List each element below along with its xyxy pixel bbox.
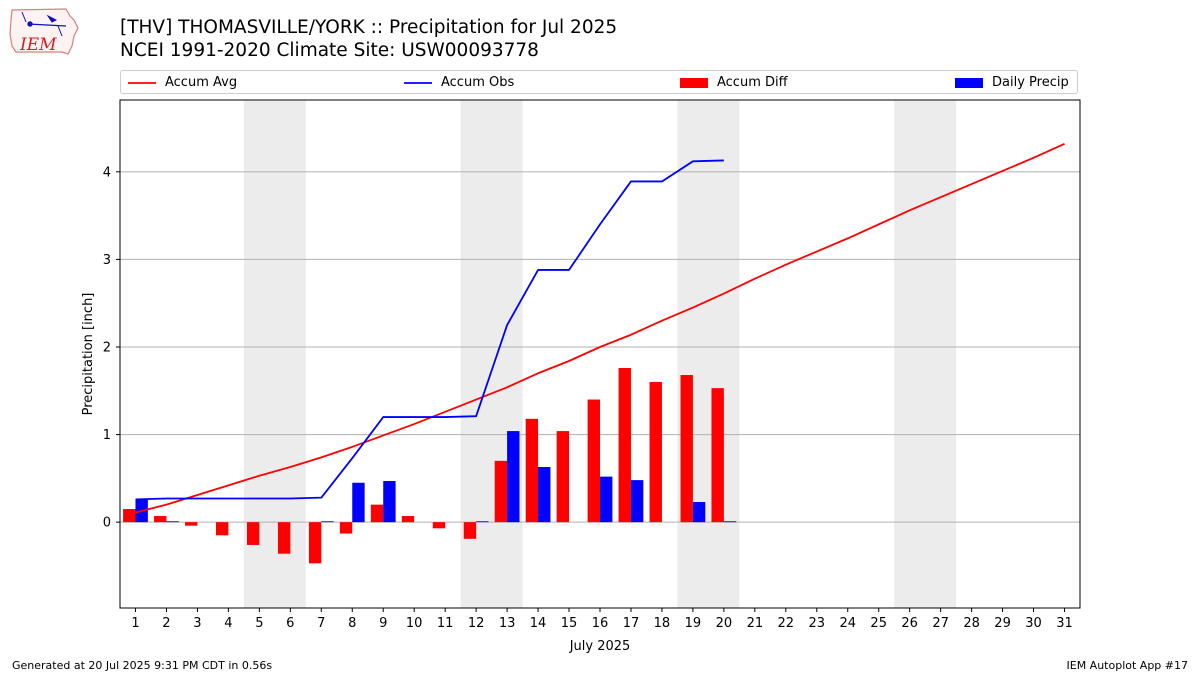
daily-precip-bar [383, 481, 396, 523]
legend-label-accum-obs: Accum Obs [441, 75, 515, 90]
y-tick-label: 3 [103, 253, 111, 268]
x-tick-label: 13 [499, 616, 516, 631]
x-tick-label: 20 [716, 616, 733, 631]
accum-diff-bar [370, 504, 384, 523]
x-tick-label: 10 [406, 616, 423, 631]
daily-precip-bar [600, 476, 613, 523]
iem-logo-text: IEM [19, 35, 57, 55]
legend-label-accum-avg: Accum Avg [165, 75, 238, 90]
footer-app: IEM Autoplot App #17 [1066, 659, 1189, 672]
x-tick-label: 29 [994, 616, 1011, 631]
legend-label-accum-diff: Accum Diff [717, 75, 788, 90]
iowa-outline-icon [9, 8, 79, 55]
x-tick-label: 26 [901, 616, 918, 631]
accum-diff-bar [185, 522, 198, 526]
x-tick-label: 2 [162, 616, 170, 631]
daily-precip-bar [321, 521, 334, 523]
legend-label-daily-precip: Daily Precip [992, 75, 1069, 90]
x-tick-label: 1 [131, 616, 139, 631]
x-tick-label: 28 [963, 616, 980, 631]
y-tick-label: 1 [103, 428, 111, 443]
accum-diff-bar [587, 399, 600, 523]
x-tick-label: 4 [224, 616, 232, 631]
accum-diff-bar [246, 522, 260, 545]
x-tick-label: 18 [654, 616, 671, 631]
x-tick-label: 8 [348, 616, 356, 631]
x-tick-label: 11 [437, 616, 454, 631]
accum-diff-bar [154, 516, 167, 523]
y-axis-label: Precipitation [inch] [81, 293, 96, 416]
accum-avg-line [135, 142, 1065, 514]
daily-precip-bar [538, 466, 551, 523]
bars [123, 368, 737, 564]
x-tick-label: 3 [193, 616, 201, 631]
x-tick-label: 24 [839, 616, 856, 631]
x-tick-label: 12 [468, 616, 485, 631]
accum-diff-bar [216, 522, 229, 536]
daily-precip-bar [507, 431, 520, 523]
accum-diff-bar [339, 522, 353, 534]
daily-precip-bar [352, 482, 365, 523]
x-tick-label: 5 [255, 616, 263, 631]
x-tick-label: 17 [623, 616, 640, 631]
x-tick-label: 7 [317, 616, 325, 631]
x-tick-label: 30 [1025, 616, 1042, 631]
chart-subtitle: NCEI 1991-2020 Climate Site: USW00093778 [120, 40, 539, 61]
chart-title: [THV] THOMASVILLE/YORK :: Precipitation … [120, 17, 618, 38]
x-axis-label: July 2025 [569, 639, 631, 654]
weekend-band [677, 100, 740, 608]
accum-diff-bar [401, 516, 415, 523]
chart-legend: Accum Avg Accum Obs Accum Diff Daily Pre… [120, 70, 1078, 94]
y-tick-label: 0 [103, 516, 111, 531]
legend-swatch-accum-obs [404, 82, 432, 84]
daily-precip-bar [476, 521, 489, 523]
y-tick-label: 2 [103, 340, 111, 355]
accum-diff-bar [277, 522, 291, 554]
accum-diff-bar [649, 382, 662, 523]
x-tick-label: 16 [592, 616, 609, 631]
daily-precip-bar [723, 521, 737, 523]
legend-swatch-accum-avg [128, 82, 156, 84]
weather-station-icon [21, 11, 67, 37]
daily-precip-bar [166, 521, 179, 523]
accum-diff-bar [432, 522, 446, 529]
x-tick-label: 21 [747, 616, 764, 631]
legend-swatch-accum-diff [680, 78, 708, 88]
x-tick-label: 22 [778, 616, 795, 631]
x-tick-label: 31 [1056, 616, 1073, 631]
x-tick-label: 6 [286, 616, 294, 631]
accum-diff-bar [308, 522, 322, 564]
accum-diff-bar [123, 509, 136, 523]
x-tick-label: 27 [932, 616, 949, 631]
x-tick-label: 23 [809, 616, 826, 631]
x-tick-label: 14 [530, 616, 547, 631]
accum-obs-line [135, 159, 724, 501]
lines [135, 142, 1065, 514]
daily-precip-bar [692, 502, 706, 523]
accum-diff-bar [556, 431, 570, 523]
x-tick-label: 19 [685, 616, 702, 631]
iem-logo: IEM [9, 8, 79, 55]
accum-diff-bar [525, 418, 539, 523]
x-tick-label: 15 [561, 616, 578, 631]
daily-precip-bar [630, 480, 644, 523]
x-tick-label: 9 [379, 616, 387, 631]
accum-diff-bar [711, 388, 724, 523]
y-tick-label: 4 [103, 165, 111, 180]
legend-swatch-daily-precip [955, 78, 983, 88]
footer-generated: Generated at 20 Jul 2025 9:31 PM CDT in … [12, 659, 273, 672]
accum-diff-bar [618, 368, 631, 523]
accum-diff-bar [463, 522, 477, 539]
accum-diff-bar [680, 375, 693, 523]
accum-diff-bar [494, 460, 508, 523]
x-tick-label: 25 [870, 616, 887, 631]
weekend-band [894, 100, 957, 608]
